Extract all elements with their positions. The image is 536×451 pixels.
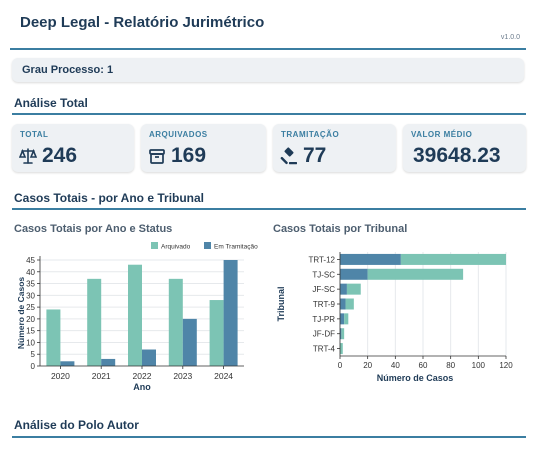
- bar-trt-4-arquivado: [340, 343, 343, 355]
- y-tick-label: 35: [26, 280, 35, 289]
- x-tick-label: 80: [446, 361, 455, 370]
- section-title-casos-totais: Casos Totais - por Ano e Tribunal: [14, 191, 205, 205]
- kpi-label: VALOR MÉDIO: [411, 130, 473, 139]
- bar-trt-9-tramitacao: [340, 298, 346, 310]
- x-axis-label: Ano: [133, 382, 151, 392]
- archive-box-icon: [149, 149, 165, 164]
- x-axis-label: Número de Casos: [377, 373, 454, 383]
- legend-swatch: [151, 242, 158, 249]
- bar-2024-tramitacao: [223, 260, 238, 366]
- y-axis-label: Número de Casos: [16, 277, 26, 350]
- y-tick-label: 0: [31, 362, 36, 371]
- x-tick-label: 20: [363, 361, 372, 370]
- y-tick-label: TJ-PR: [312, 315, 335, 324]
- section-title-analise-total: Análise Total: [14, 96, 88, 110]
- scale-icon: [19, 148, 37, 164]
- bar-trt-12-arquivado: [400, 253, 506, 265]
- kpi-card-total: TOTAL 246: [12, 124, 134, 172]
- bar-2020-arquivado: [46, 309, 61, 366]
- y-tick-label: TJ-SC: [312, 270, 335, 279]
- bar-jf-sc-tramitacao: [340, 283, 347, 295]
- y-axis-label: Tribunal: [276, 286, 286, 321]
- y-tick-label: 10: [26, 338, 35, 347]
- grau-processo-box: Grau Processo: 1: [12, 58, 524, 82]
- x-tick-label: 2024: [214, 371, 233, 381]
- y-tick-label: 25: [26, 303, 35, 312]
- bar-trt-12-tramitacao: [340, 253, 401, 265]
- y-tick-label: TRT-12: [308, 255, 335, 264]
- kpi-card-arquivados: ARQUIVADOS 169: [141, 124, 266, 172]
- y-tick-label: TRT-4: [313, 345, 336, 354]
- y-tick-label: 20: [26, 315, 35, 324]
- version-label: v1.0.0: [500, 34, 520, 41]
- bar-chart-tribunal: 0 20 40 60 80 100 120 TRT-12 TJ-SC JF-SC TRT-9 TJ-P…: [276, 252, 513, 383]
- section-divider: [12, 208, 526, 210]
- bar-2023-arquivado: [168, 278, 183, 366]
- kpi-value: 77: [303, 144, 327, 167]
- x-tick-label: 2020: [51, 371, 70, 381]
- y-tick-label: 5: [31, 350, 36, 359]
- y-tick-label: 45: [26, 256, 35, 265]
- bar-tj-pr-tramitacao: [340, 313, 345, 325]
- section-title-polo-autor: Análise do Polo Autor: [14, 418, 139, 432]
- chart-title-tribunal: Casos Totais por Tribunal: [273, 223, 408, 235]
- bar-jf-df-arquivado: [341, 328, 345, 340]
- bar-2024-arquivado: [209, 300, 224, 366]
- gavel-icon: [280, 147, 297, 165]
- kpi-label: TRAMITAÇÃO: [281, 130, 340, 139]
- bar-jf-sc-arquivado: [346, 283, 361, 295]
- kpi-value: 169: [171, 144, 207, 167]
- y-tick-label: JF-DF: [313, 330, 335, 339]
- kpi-value: 246: [42, 144, 78, 167]
- legend-swatch: [204, 242, 211, 249]
- x-tick-label: 2022: [133, 371, 152, 381]
- bar-tj-sc-arquivado: [367, 268, 464, 280]
- bar-2021-arquivado: [87, 278, 102, 366]
- kpi-card-valor-medio: VALOR MÉDIO 39648.23: [403, 124, 526, 172]
- y-tick-label: 40: [26, 268, 35, 277]
- y-tick-label: 30: [26, 291, 35, 300]
- x-tick-label: 2023: [173, 371, 192, 381]
- bar-trt-9-arquivado: [345, 298, 354, 310]
- y-tick-label: 15: [26, 327, 35, 336]
- legend-entry: Arquivado: [161, 244, 191, 251]
- bar-2020-tramitacao: [60, 361, 75, 366]
- section-divider: [12, 436, 526, 438]
- bar-jf-df-tramitacao: [340, 328, 342, 340]
- bar-2022-tramitacao: [142, 349, 156, 366]
- section-divider: [12, 113, 526, 115]
- bar-tj-pr-arquivado: [344, 313, 349, 325]
- kpi-card-tramitacao: TRAMITAÇÃO 77: [273, 124, 396, 172]
- bar-2023-tramitacao: [182, 318, 197, 366]
- bar-2021-tramitacao: [101, 358, 116, 366]
- app-title: Deep Legal - Relatório Jurimétrico: [20, 14, 265, 31]
- header-divider: [10, 48, 526, 50]
- bar-tj-sc-tramitacao: [340, 268, 368, 280]
- x-tick-label: 100: [472, 361, 486, 370]
- x-tick-label: 2021: [92, 371, 111, 381]
- y-tick-label: TRT-9: [313, 300, 336, 309]
- bar-2022-arquivado: [128, 264, 142, 366]
- report-header: Deep Legal - Relatório Jurimétrico v1.0.…: [0, 0, 536, 50]
- chart-title-ano-status: Casos Totais por Ano e Status: [14, 223, 173, 235]
- kpi-label: ARQUIVADOS: [149, 130, 208, 139]
- x-tick-label: 60: [419, 361, 428, 370]
- bar-chart-ano-status: Arquivado Em Tramitação 0 5 10 15 20 25 30 35 40 4…: [16, 242, 258, 392]
- x-tick-label: 40: [391, 361, 400, 370]
- y-tick-label: JF-SC: [312, 285, 335, 294]
- grau-processo-label: Grau Processo: 1: [22, 64, 114, 76]
- legend-entry: Em Tramitação: [214, 244, 258, 251]
- kpi-label: TOTAL: [20, 130, 49, 139]
- x-tick-label: 0: [338, 361, 343, 370]
- kpi-value: 39648.23: [413, 144, 501, 167]
- x-tick-label: 120: [499, 361, 513, 370]
